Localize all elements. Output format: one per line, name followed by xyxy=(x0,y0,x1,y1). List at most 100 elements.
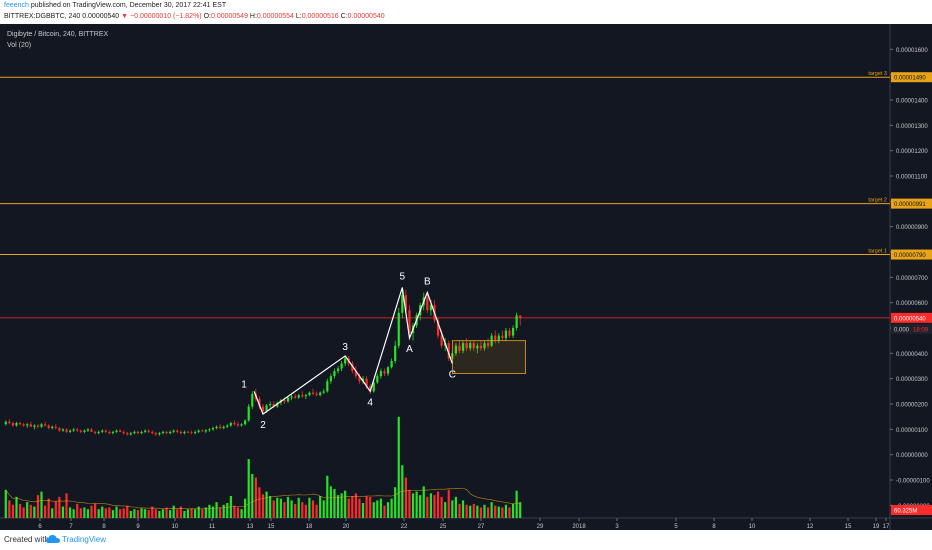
x-tick-label: 10 xyxy=(172,524,179,530)
volume-bar xyxy=(408,489,411,518)
volume-bar xyxy=(222,504,225,518)
y-tick-label: 0.00001600 xyxy=(896,48,928,54)
candle-body xyxy=(240,424,243,426)
candle-body xyxy=(169,431,172,434)
volume-bar xyxy=(440,496,443,518)
candle-body xyxy=(336,368,340,372)
candle-body xyxy=(265,405,268,412)
target-lines: target 3 target 2 target 1 xyxy=(0,71,890,319)
candle-body xyxy=(76,429,79,431)
volume-bar xyxy=(361,503,365,518)
candle-body xyxy=(186,431,190,433)
candle-body xyxy=(18,423,22,425)
volume-bar xyxy=(126,505,129,518)
candle-body xyxy=(197,430,200,432)
target-label: target 1 xyxy=(868,249,887,255)
volume-bar xyxy=(386,502,390,518)
wave-label: 5 xyxy=(400,271,406,282)
volume-bar xyxy=(18,503,22,518)
volume-bar xyxy=(61,506,65,518)
y-tick-label: 0.00000100 xyxy=(896,428,928,434)
volume-bar xyxy=(472,503,475,518)
volume-bar xyxy=(236,507,240,518)
target-price-value: 0.00000991 xyxy=(894,202,926,208)
candle-body xyxy=(501,335,504,339)
candle-body xyxy=(297,395,300,398)
volume-bar xyxy=(11,504,15,518)
candle-body xyxy=(204,430,207,432)
target-price-tag xyxy=(891,198,932,209)
x-tick-label: 15 xyxy=(845,524,852,530)
candle-body xyxy=(508,330,511,336)
volume-bar xyxy=(251,474,254,518)
candle-body xyxy=(133,431,136,434)
candle-body xyxy=(144,430,147,432)
high-value: 0.00000554 xyxy=(256,13,294,20)
wave-label: A xyxy=(406,344,413,355)
candle-body xyxy=(226,425,229,427)
volume-bar xyxy=(186,509,190,518)
candle-body xyxy=(26,424,29,426)
candle-body xyxy=(426,297,429,311)
x-tick-label: 17 xyxy=(883,524,890,530)
candle-body xyxy=(479,345,483,349)
volume-value-tag xyxy=(891,505,932,515)
chart-title: Digibyte / Bitcoin, 240, BITTREX xyxy=(7,31,108,38)
candle-body xyxy=(15,423,18,426)
volume-bar xyxy=(340,493,343,518)
y-tick-label: 0.00000000 xyxy=(896,453,928,459)
volume-bar xyxy=(426,496,429,518)
volume-bar xyxy=(358,498,361,518)
tradingview-link[interactable]: TradingView xyxy=(62,535,107,544)
candle-body xyxy=(176,430,179,432)
volume-bar xyxy=(508,507,511,518)
volume-bar xyxy=(247,459,250,518)
volume-bar xyxy=(419,495,422,518)
volume-bar xyxy=(158,510,161,518)
volume-bar xyxy=(122,508,125,518)
candle-body xyxy=(483,343,486,349)
volume-bar xyxy=(140,508,143,518)
volume-bar xyxy=(86,509,90,518)
volume-bar xyxy=(519,502,522,518)
volume-bar xyxy=(454,496,458,518)
volume-bar xyxy=(215,502,218,518)
candle-body xyxy=(354,371,357,377)
candle-body xyxy=(190,432,193,434)
candle-body xyxy=(83,430,86,432)
candle-body xyxy=(311,392,315,394)
volume-bar xyxy=(476,505,479,518)
candle-body xyxy=(372,382,375,392)
volume-bar xyxy=(240,509,243,518)
footer: Created with TradingView xyxy=(0,530,932,550)
x-tick-label: 18 xyxy=(306,524,313,530)
volume-bar xyxy=(326,475,329,518)
volume-bar xyxy=(501,507,504,518)
volume-bar xyxy=(511,503,515,518)
created-with-text: Created with xyxy=(4,535,49,544)
y-tick-label: 0.00000700 xyxy=(896,276,928,282)
bar-countdown: 18:09 xyxy=(913,327,929,333)
time-axis[interactable]: 6 7 8 9 10 11 13 15 18 20 22 25 27 29 2018 3 5 8 10 12 15 171… xyxy=(38,518,890,530)
candle-body xyxy=(161,431,165,434)
y-tick-label: 0.00000300 xyxy=(896,377,928,383)
author-link[interactable]: feeench xyxy=(4,2,29,9)
volume-bar xyxy=(93,503,97,518)
wave-label: 4 xyxy=(367,397,373,408)
candle-body xyxy=(90,429,93,432)
candle-body xyxy=(219,426,222,429)
candle-body xyxy=(436,320,440,336)
y-tick-label: 0.00000400 xyxy=(896,352,928,358)
y-tick-label: 0.00001400 xyxy=(896,99,928,105)
candle-body xyxy=(111,431,115,434)
candle-body xyxy=(54,426,57,429)
candle-body xyxy=(158,433,161,435)
x-tick-label: 10 xyxy=(749,524,756,530)
volume-bar xyxy=(354,493,357,518)
volume-bar xyxy=(219,507,222,518)
x-tick-label: 22 xyxy=(401,524,408,530)
volume-bar xyxy=(347,498,350,518)
volume-bar xyxy=(194,509,197,518)
